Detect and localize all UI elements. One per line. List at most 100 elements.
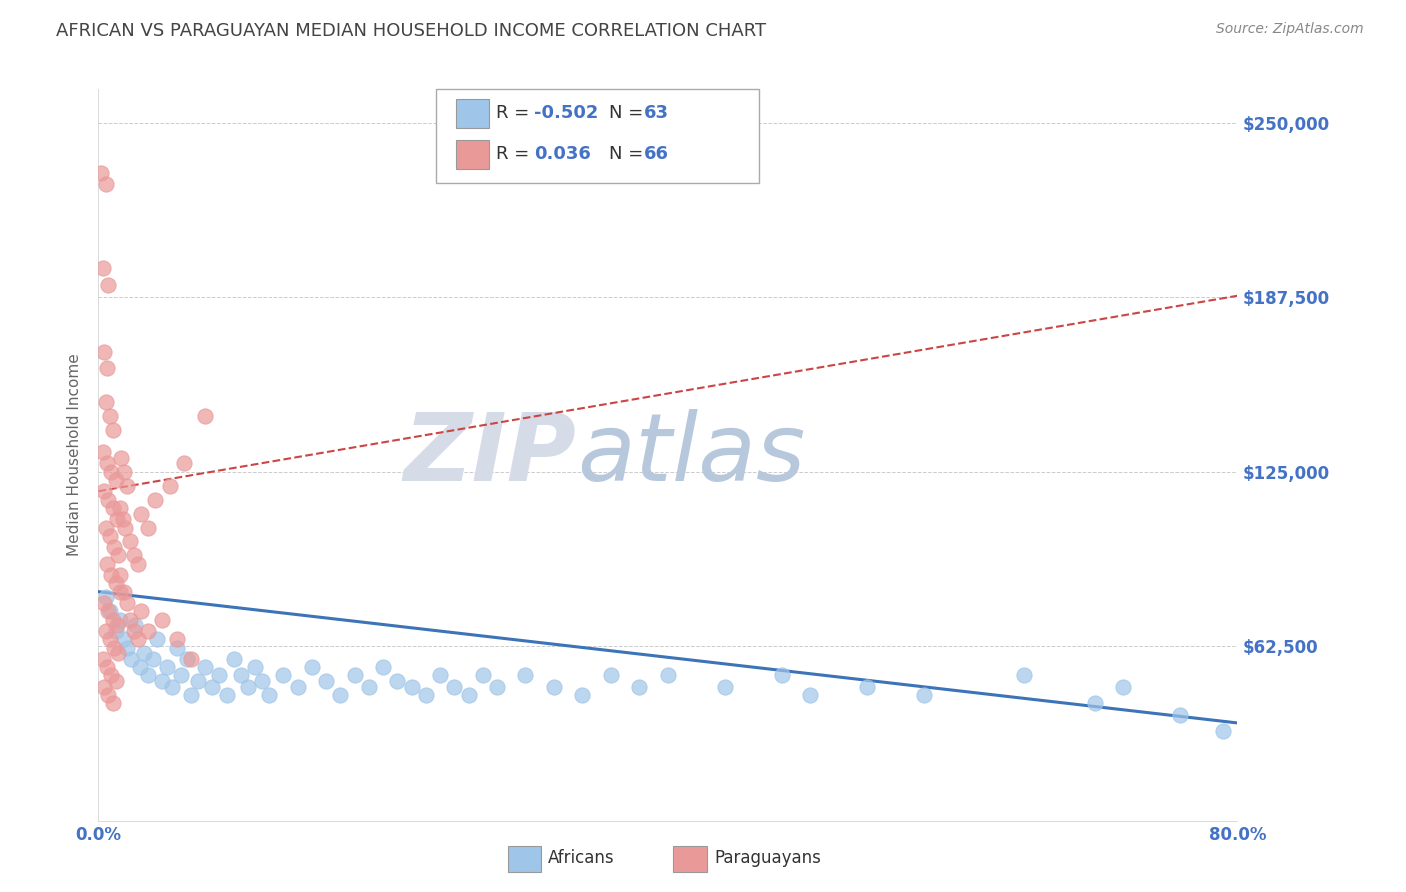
Point <box>118 613 141 627</box>
Point <box>371 660 394 674</box>
Point <box>103 640 125 655</box>
Point <box>127 632 149 647</box>
Point <box>301 660 323 674</box>
Text: R =: R = <box>496 104 536 122</box>
Point <box>571 688 593 702</box>
Point <box>250 674 273 689</box>
Point <box>105 618 128 632</box>
Point <box>415 688 437 702</box>
Point <box>93 596 115 610</box>
Point <box>93 344 115 359</box>
Point <box>104 576 127 591</box>
Point <box>101 500 124 515</box>
Text: -0.502: -0.502 <box>534 104 599 122</box>
Point <box>136 624 159 638</box>
Point <box>166 632 188 647</box>
Point <box>136 520 159 534</box>
Point <box>104 674 127 689</box>
Point <box>471 668 494 682</box>
Point <box>401 680 423 694</box>
Point <box>108 613 131 627</box>
Point <box>159 478 181 492</box>
Point <box>112 632 135 647</box>
Y-axis label: Median Household Income: Median Household Income <box>67 353 83 557</box>
Text: R =: R = <box>496 145 536 163</box>
Point <box>215 688 238 702</box>
Point <box>115 478 138 492</box>
Point <box>103 540 125 554</box>
Point <box>600 668 623 682</box>
Point <box>343 668 366 682</box>
Point <box>100 568 122 582</box>
Point <box>152 613 174 627</box>
Text: 0.036: 0.036 <box>534 145 591 163</box>
Point <box>170 668 193 682</box>
Point <box>94 520 117 534</box>
Text: AFRICAN VS PARAGUAYAN MEDIAN HOUSEHOLD INCOME CORRELATION CHART: AFRICAN VS PARAGUAYAN MEDIAN HOUSEHOLD I… <box>56 22 766 40</box>
Point <box>128 660 150 674</box>
Point <box>152 674 174 689</box>
Point <box>714 680 737 694</box>
Point <box>110 450 132 465</box>
Point <box>91 260 114 275</box>
Point <box>1170 707 1192 722</box>
Point <box>115 596 138 610</box>
Point <box>97 688 120 702</box>
Point <box>180 651 202 665</box>
Point <box>166 640 188 655</box>
Text: Paraguayans: Paraguayans <box>714 849 821 867</box>
Point <box>127 557 149 571</box>
Point <box>180 688 202 702</box>
Point <box>105 512 128 526</box>
Point <box>132 646 155 660</box>
Point <box>1212 724 1234 739</box>
Text: 63: 63 <box>644 104 669 122</box>
Point <box>107 549 129 563</box>
Point <box>156 660 179 674</box>
Point <box>486 680 509 694</box>
Point <box>96 660 118 674</box>
Point <box>329 688 352 702</box>
Point <box>315 674 337 689</box>
Point <box>97 277 120 292</box>
Point <box>98 409 121 423</box>
Point <box>770 668 793 682</box>
Point <box>97 492 120 507</box>
Point <box>112 584 135 599</box>
Point <box>94 395 117 409</box>
Point <box>912 688 935 702</box>
Text: N =: N = <box>609 145 648 163</box>
Point <box>93 484 115 499</box>
Text: Source: ZipAtlas.com: Source: ZipAtlas.com <box>1216 22 1364 37</box>
Point <box>259 688 281 702</box>
Point <box>243 660 266 674</box>
Point <box>1112 680 1135 694</box>
Point <box>208 668 231 682</box>
Point <box>97 604 120 618</box>
Point <box>96 361 118 376</box>
Text: atlas: atlas <box>576 409 806 500</box>
Point <box>287 680 309 694</box>
Point <box>118 534 141 549</box>
Text: Africans: Africans <box>548 849 614 867</box>
Point <box>96 456 118 470</box>
Point <box>90 166 112 180</box>
Point <box>122 549 145 563</box>
Point <box>457 688 479 702</box>
Point <box>112 465 135 479</box>
Point <box>94 624 117 638</box>
Point <box>104 624 127 638</box>
Point <box>93 680 115 694</box>
Point <box>115 640 138 655</box>
Point <box>108 584 131 599</box>
Point <box>104 473 127 487</box>
Point <box>1012 668 1035 682</box>
Point <box>1084 697 1107 711</box>
Point <box>799 688 821 702</box>
Point <box>856 680 879 694</box>
Point <box>146 632 169 647</box>
Text: 66: 66 <box>644 145 669 163</box>
Point <box>98 632 121 647</box>
Point <box>173 456 195 470</box>
Point <box>124 618 146 632</box>
